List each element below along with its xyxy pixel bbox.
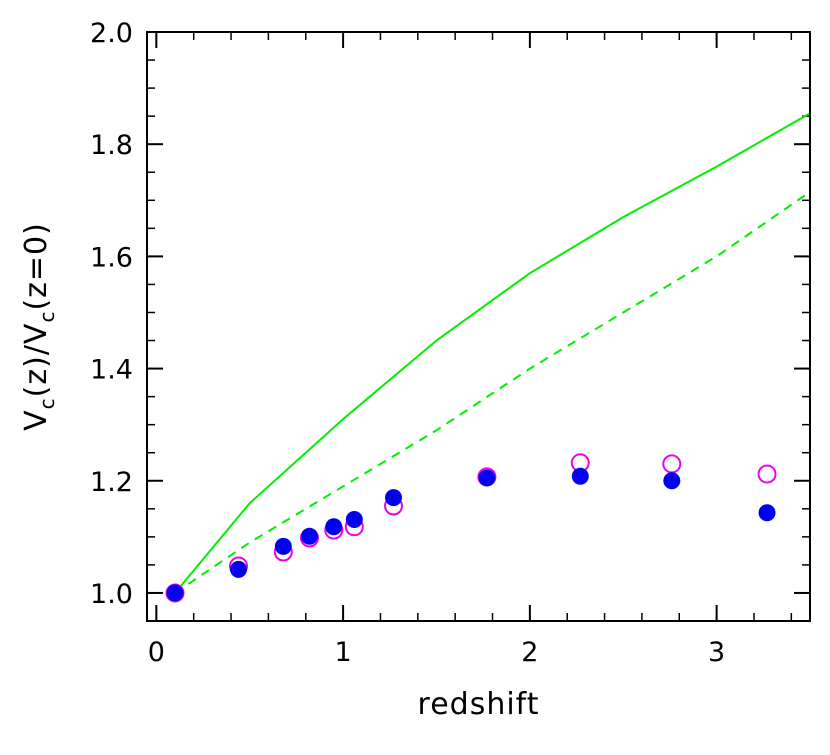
filled-circle-point: [385, 489, 403, 507]
y-axis-title-sub1: c: [35, 397, 59, 409]
open-circle-point: [662, 454, 682, 474]
y-axis-title-part1: (z)/: [19, 344, 54, 397]
y-tick-label: 1.2: [90, 467, 133, 498]
y-tick-label: 1.4: [90, 355, 133, 386]
y-axis-title-v1: V: [19, 409, 54, 431]
filled-circle-point: [571, 467, 589, 485]
y-tick-label: 2.0: [90, 18, 133, 49]
filled-circle-point: [345, 510, 363, 528]
y-tick-label: 1.6: [90, 242, 133, 273]
major-ticks: [147, 31, 810, 621]
y-axis-title-sub2: c: [35, 311, 59, 323]
filled-circle-point: [300, 527, 318, 545]
y-tick-label: 1.0: [90, 579, 133, 610]
open-circle-point: [757, 464, 777, 484]
tick-labels: 0 1 2 3 1.0 1.2 1.4 1.6 1.8 2.0: [90, 18, 725, 668]
dashed-model-line: [174, 191, 810, 594]
plot-frame: [146, 31, 811, 622]
filled-circle-point: [478, 469, 496, 487]
y-axis-title-part2: (z=0): [19, 222, 54, 310]
y-axis-title: Vc(z)/Vc(z=0): [19, 222, 59, 431]
series-layer: [165, 112, 810, 603]
y-tick-label: 1.8: [90, 130, 133, 161]
solid-model-line: [174, 112, 810, 594]
minor-ticks: [147, 31, 810, 622]
filled-circle-point: [230, 560, 248, 578]
x-tick-label: 1: [335, 637, 352, 668]
filled-circle-point: [663, 472, 681, 490]
x-tick-label: 0: [148, 637, 165, 668]
x-tick-label: 2: [521, 637, 538, 668]
filled-circle-point: [758, 504, 776, 522]
filled-circle-point: [325, 518, 343, 536]
x-axis-title: redshift: [418, 687, 540, 722]
y-axis-title-v2: V: [19, 323, 54, 345]
x-tick-label: 3: [708, 637, 725, 668]
filled-circle-point: [166, 584, 184, 602]
filled-circle-point: [274, 537, 292, 555]
